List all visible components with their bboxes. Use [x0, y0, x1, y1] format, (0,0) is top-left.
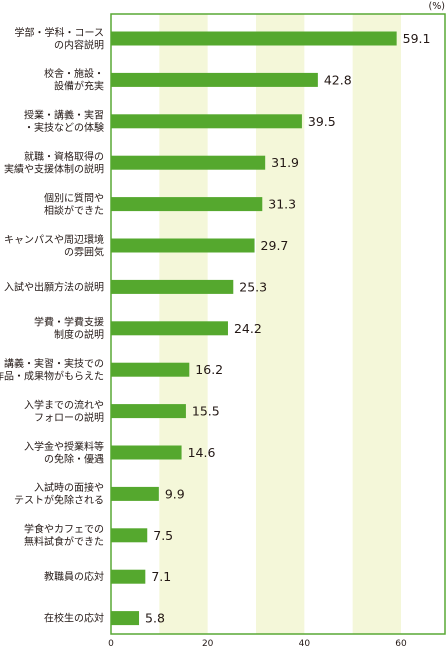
bars: [111, 31, 397, 626]
category-label-14-line-1: 教職員の応対: [44, 570, 104, 583]
category-label-8-line-1: 学費・学費支援: [34, 316, 104, 329]
category-label-11-line-1: 入学金や授業料等: [24, 440, 104, 453]
category-label-4-line-2: 実績や支援体制の説明: [4, 162, 104, 175]
category-label-6: キャンパスや周辺環境の雰囲気: [4, 233, 104, 259]
background-band-2: [352, 14, 401, 634]
category-label-7: 入試や出願方法の説明: [4, 280, 104, 293]
category-label-3-line-1: 授業・講義・実習: [24, 109, 104, 122]
category-label-12-line-2: テストが免除される: [14, 494, 104, 507]
category-label-10-line-2: フォローの説明: [34, 411, 104, 424]
category-label-8: 学費・学費支援制度の説明: [34, 316, 104, 342]
category-label-8-line-2: 制度の説明: [54, 328, 104, 341]
bar-1: [111, 31, 397, 46]
bar-4: [111, 155, 266, 170]
bar-9: [111, 362, 190, 377]
category-label-5: 個別に質問や相談ができた: [44, 191, 104, 217]
x-tick-label-40: 40: [299, 639, 311, 649]
category-label-15-line-1: 在校生の応対: [44, 612, 104, 625]
bar-15: [111, 611, 140, 626]
category-label-4-line-1: 就職・資格取得の: [24, 150, 104, 163]
category-label-7-line-1: 入試や出願方法の説明: [4, 280, 104, 293]
bar-6: [111, 238, 255, 253]
category-label-3: 授業・講義・実習・実技などの体験: [24, 109, 104, 135]
category-label-13-line-1: 学食やカフェでの: [24, 523, 104, 536]
category-label-13-line-2: 無料試食ができた: [24, 535, 104, 548]
value-label-11: 14.6: [188, 445, 216, 460]
value-labels: 59.1 42.8 39.5 31.9 31.3 29.7 25.3 24.2 16.2 15.5…: [145, 31, 430, 626]
value-label-15: 5.8: [145, 611, 165, 626]
category-label-2-line-1: 校舎・施設・: [44, 67, 104, 80]
category-label-1: 学部・学科・コースの内容説明: [15, 26, 105, 52]
category-label-11: 入学金や授業料等の免除・優遇: [24, 440, 104, 466]
category-label-10: 入学までの流れやフォローの説明: [24, 398, 104, 424]
value-label-14: 7.1: [151, 569, 171, 584]
value-label-9: 16.2: [195, 362, 223, 377]
category-label-6-line-1: キャンパスや周辺環境: [4, 233, 104, 246]
category-label-15: 在校生の応対: [44, 612, 104, 625]
x-axis-ticks: 0 20 40 60: [108, 639, 407, 649]
bar-7: [111, 279, 234, 294]
background-band-1: [256, 14, 305, 634]
category-label-1-line-1: 学部・学科・コース: [15, 26, 105, 39]
bar-2: [111, 72, 318, 87]
category-label-3-line-2: ・実技などの体験: [24, 121, 104, 134]
value-label-12: 9.9: [165, 486, 185, 501]
category-label-9-line-2: 作品・成果物がもらえた: [0, 369, 104, 382]
value-label-6: 29.7: [261, 238, 289, 253]
x-tick-label-0: 0: [108, 639, 114, 649]
x-tick-label-20: 20: [202, 639, 214, 649]
value-label-2: 42.8: [324, 72, 352, 87]
category-label-13: 学食やカフェでの無料試食ができた: [24, 523, 104, 549]
bar-13: [111, 528, 148, 543]
category-label-2: 校舎・施設・設備が充実: [44, 67, 104, 93]
value-label-13: 7.5: [153, 528, 173, 543]
category-labels: 学部・学科・コースの内容説明校舎・施設・設備が充実授業・講義・実習・実技などの体…: [0, 26, 104, 625]
category-label-12: 入試時の面接やテストが免除される: [14, 481, 104, 507]
value-label-1: 59.1: [403, 31, 431, 46]
value-label-8: 24.2: [234, 321, 262, 336]
bar-3: [111, 114, 302, 129]
category-label-12-line-1: 入試時の面接や: [34, 481, 104, 494]
value-label-10: 15.5: [192, 404, 220, 419]
bar-11: [111, 445, 182, 460]
category-label-9-line-1: 授業・講義・実習・実技での: [0, 357, 104, 370]
category-label-6-line-2: の雰囲気: [64, 245, 104, 258]
x-tick-label-60: 60: [395, 639, 407, 649]
value-label-4: 31.9: [271, 155, 299, 170]
bar-5: [111, 197, 263, 212]
category-label-11-line-2: の免除・優遇: [44, 452, 104, 465]
category-label-4: 就職・資格取得の実績や支援体制の説明: [4, 150, 104, 176]
category-label-5-line-2: 相談ができた: [44, 204, 104, 217]
value-label-7: 25.3: [239, 279, 267, 294]
bar-12: [111, 486, 159, 501]
category-label-9: 授業・講義・実習・実技での作品・成果物がもらえた: [0, 357, 104, 383]
value-label-3: 39.5: [308, 114, 336, 129]
unit-label: (%): [429, 1, 445, 12]
category-label-5-line-1: 個別に質問や: [44, 191, 104, 204]
category-label-10-line-1: 入学までの流れや: [24, 398, 104, 411]
category-label-2-line-2: 設備が充実: [54, 80, 104, 93]
bar-14: [111, 569, 146, 584]
category-label-1-line-2: の内容説明: [54, 38, 104, 51]
value-label-5: 31.3: [268, 197, 296, 212]
bar-10: [111, 404, 186, 419]
bar-8: [111, 321, 228, 336]
category-label-14: 教職員の応対: [44, 570, 104, 583]
